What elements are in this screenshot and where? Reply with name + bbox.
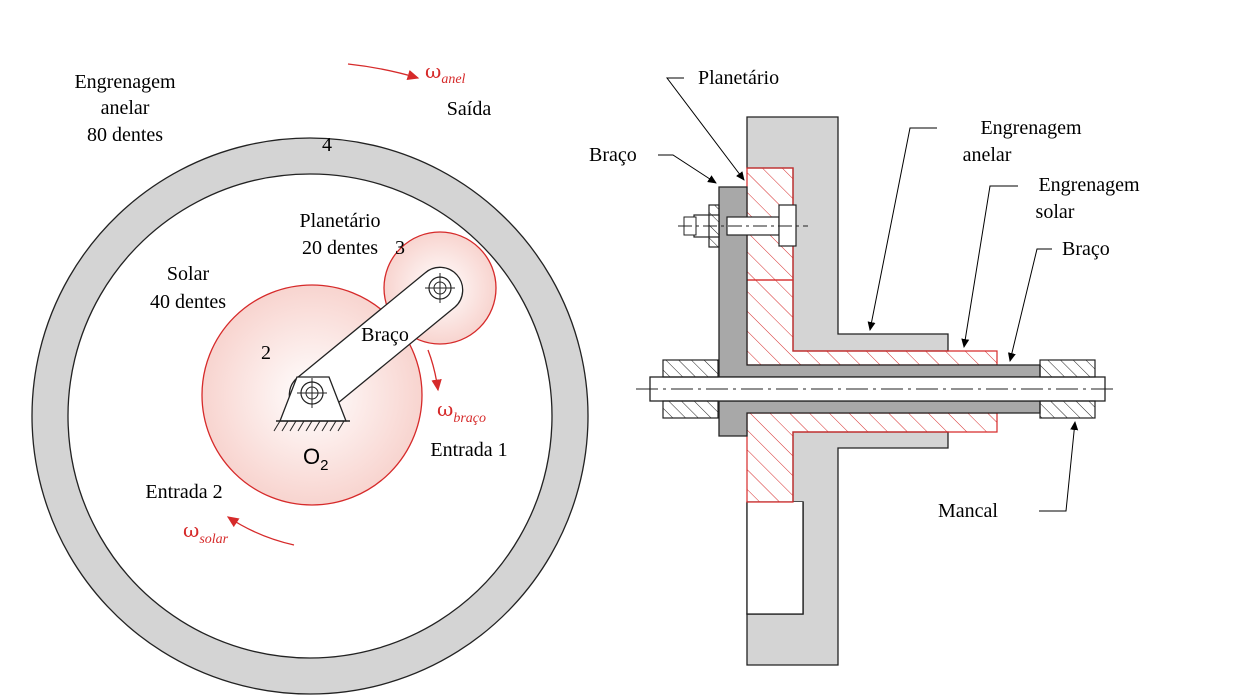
rv-arm-left-label: Braço	[589, 144, 637, 166]
omega-ring-label: ωanel	[425, 59, 466, 87]
ring-label-line1: Engrenagem	[74, 71, 176, 93]
input1-label: Entrada 1	[430, 439, 507, 461]
pivot-label: O2	[303, 444, 328, 474]
arm-label: Braço	[361, 324, 409, 346]
sun-gear-section-top	[746, 279, 998, 366]
left-bearing-bottom	[662, 400, 719, 419]
leader-arm-right	[1007, 248, 1052, 362]
leader-arm-left	[658, 154, 717, 184]
planet-pivot-icon	[425, 273, 455, 303]
planet-number: 3	[395, 237, 405, 259]
omega-arm-label: ωbraço	[437, 397, 486, 426]
ring-gear	[31, 137, 589, 695]
planet-pin-bolt-icon	[678, 204, 808, 248]
omega-sun-label: ωsolar	[183, 518, 229, 547]
right-bearing-top	[1039, 359, 1096, 378]
rv-sun-label-line2: solar	[1036, 201, 1075, 223]
sun-label-line2: 40 dentes	[150, 291, 226, 313]
omega-sun-arrow	[226, 516, 295, 546]
leader-sun	[961, 185, 1018, 348]
sun-gear-section-bottom	[746, 412, 998, 503]
omega-ring-arrow	[347, 63, 420, 80]
right-bearing-bottom	[1039, 400, 1096, 419]
planet-label-line2: 20 dentes	[302, 237, 378, 259]
rv-sun-label-line1: Engrenagem	[1038, 174, 1140, 196]
leader-ring	[867, 127, 937, 331]
rv-bearing-label: Mancal	[938, 500, 998, 522]
omega-arm-arrow	[427, 349, 442, 392]
rv-planet-label: Planetário	[698, 67, 779, 89]
right-view: Planetário Braço Engrenagem anelar Engre…	[589, 67, 1140, 666]
rv-ring-label-line1: Engrenagem	[980, 117, 1082, 139]
rv-arm-right-label: Braço	[1062, 238, 1110, 260]
planet-label-line1: Planetário	[299, 210, 380, 232]
ring-label-line2: anelar	[101, 97, 150, 119]
output-label: Saída	[447, 98, 492, 120]
sun-number: 2	[261, 342, 271, 364]
left-bearing-top	[662, 359, 719, 378]
rv-ring-label-line2: anelar	[963, 144, 1012, 166]
left-view: Engrenagem anelar 80 dentes Saída 4 Plan…	[31, 59, 589, 695]
leader-bearing	[1039, 421, 1079, 512]
leader-planet	[665, 77, 745, 181]
ground-pivot-icon	[273, 376, 350, 432]
ring-number: 4	[322, 134, 332, 156]
sun-label-line1: Solar	[167, 263, 210, 285]
ring-label-line3: 80 dentes	[87, 124, 163, 146]
input2-label: Entrada 2	[145, 481, 222, 503]
